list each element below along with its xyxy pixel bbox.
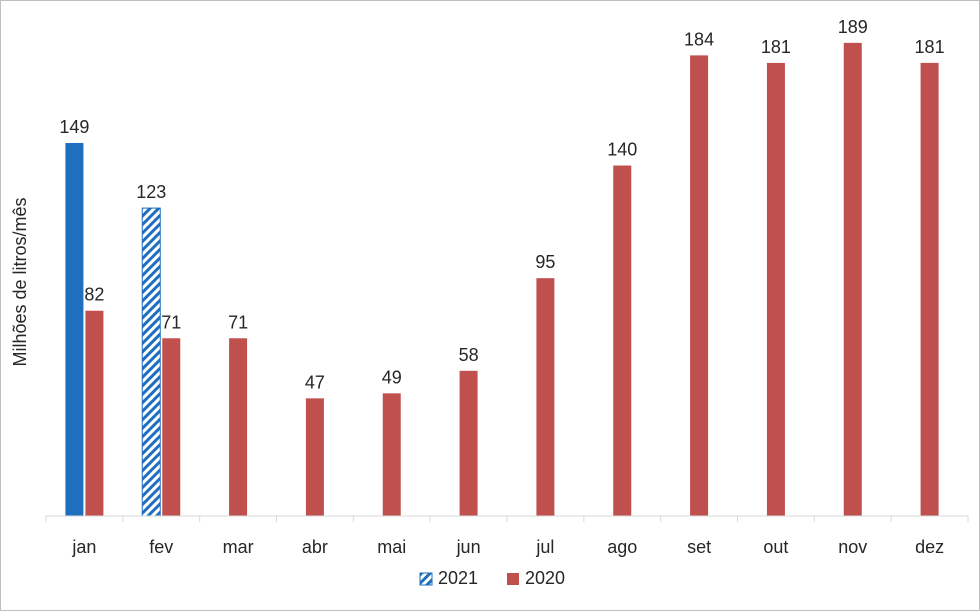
data-label-2020: 47 xyxy=(305,372,325,392)
x-tick-label: abr xyxy=(302,537,328,557)
x-tick-label: fev xyxy=(149,537,173,557)
x-tick-label: ago xyxy=(607,537,637,557)
data-label-2020: 181 xyxy=(761,37,791,57)
x-axis: jan fev mar abr mai jun jul ago set out nov dez xyxy=(45,515,969,557)
bar-2020 xyxy=(382,393,401,516)
y-axis-label: Milhões de litros/mês xyxy=(10,197,30,366)
data-label-2021: 149 xyxy=(59,117,89,137)
bar-2020 xyxy=(766,62,785,517)
bar-2020 xyxy=(85,310,104,516)
bar-2020 xyxy=(613,165,632,516)
x-tick-label: set xyxy=(687,537,711,557)
data-label-2020: 95 xyxy=(535,252,555,272)
x-tick-label: dez xyxy=(915,537,944,557)
x-tick-label: jun xyxy=(456,537,481,557)
bar-2021 xyxy=(141,207,161,517)
x-tick-label: mar xyxy=(223,537,254,557)
bar-2020 xyxy=(305,398,324,516)
bar-2020 xyxy=(229,338,248,516)
data-label-2020: 71 xyxy=(228,312,248,332)
bar-2020 xyxy=(162,338,181,516)
bar-2020 xyxy=(843,42,862,516)
data-label-2020: 49 xyxy=(382,367,402,387)
bar-2021 xyxy=(65,143,84,516)
x-tick-label: out xyxy=(763,537,788,557)
data-label-2020: 140 xyxy=(607,140,637,160)
data-label-2020: 82 xyxy=(84,285,104,305)
x-tick-label: mai xyxy=(377,537,406,557)
data-label-2020: 184 xyxy=(684,29,714,49)
data-label-2021: 123 xyxy=(136,182,166,202)
bar-2020 xyxy=(690,55,709,517)
data-label-2020: 71 xyxy=(161,312,181,332)
bar-2020 xyxy=(536,278,555,516)
data-label-2020: 181 xyxy=(915,37,945,57)
legend-label-2021: 2021 xyxy=(438,568,478,588)
data-label-2020: 189 xyxy=(838,17,868,37)
x-tick-label: nov xyxy=(838,537,867,557)
bars: 149 82 123 71 71 47 49 58 95 140 184 181 189 181 xyxy=(59,17,945,517)
legend-swatch-2021 xyxy=(419,572,433,586)
bar-2020 xyxy=(920,62,939,517)
legend: 2021 2020 xyxy=(419,568,565,588)
x-tick-label: jan xyxy=(71,537,96,557)
legend-label-2020: 2020 xyxy=(525,568,565,588)
bar-2020 xyxy=(459,370,478,516)
x-tick-label: jul xyxy=(535,537,554,557)
data-label-2020: 58 xyxy=(459,345,479,365)
legend-swatch-2020 xyxy=(507,573,519,585)
